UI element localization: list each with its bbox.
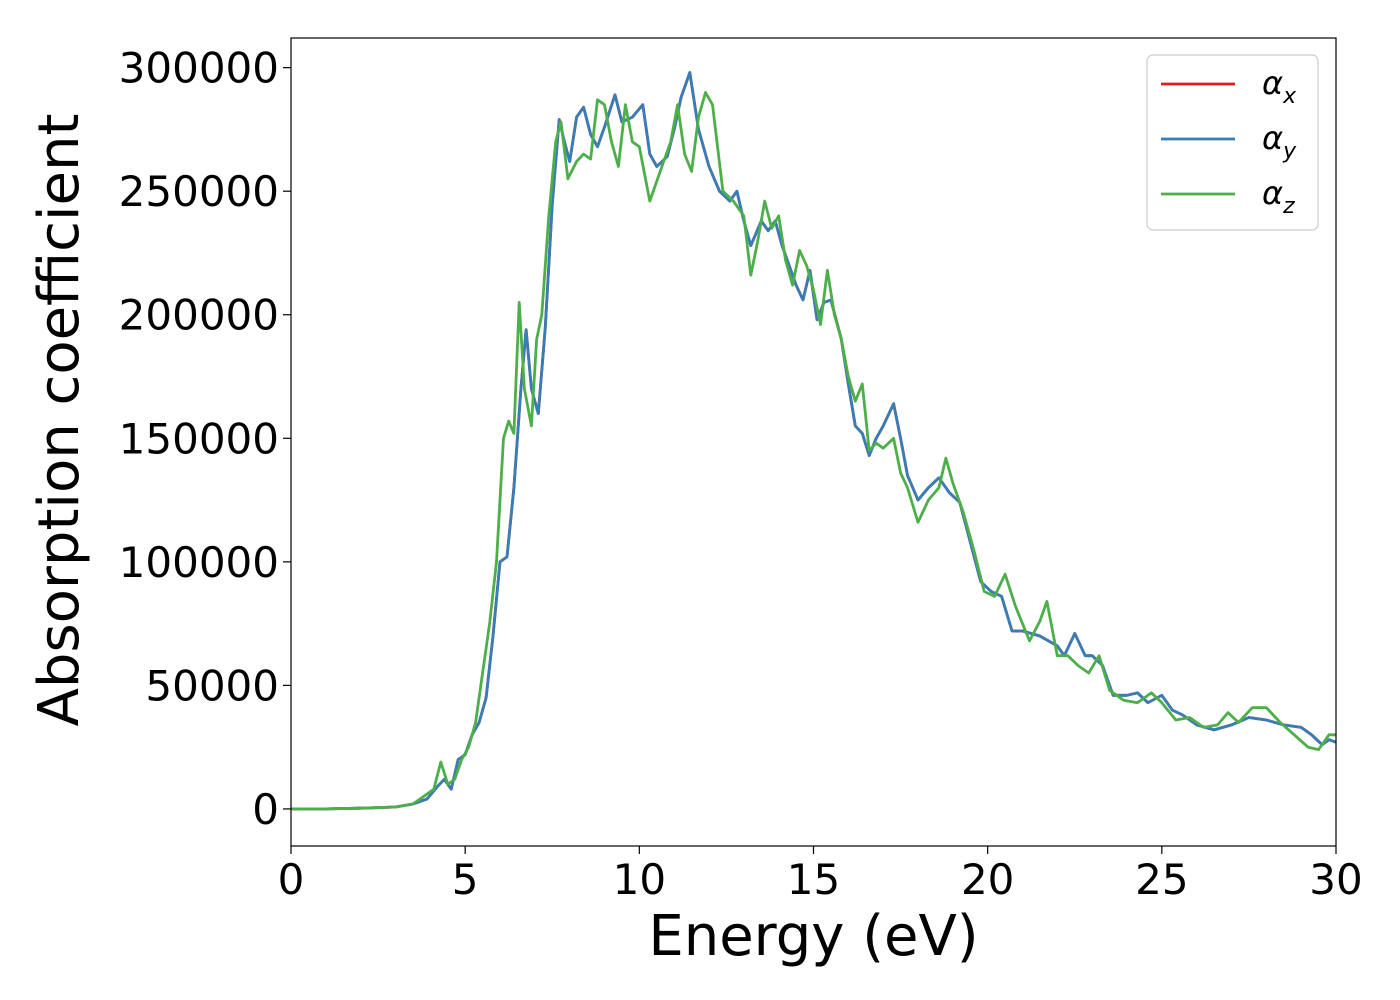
legend-box [1146, 54, 1319, 231]
y-tick-label: 250000 [119, 167, 279, 216]
y-tick-label: 200000 [119, 291, 279, 340]
y-tick-label: 300000 [119, 44, 279, 93]
y-axis-ticks: 0 50000 100000 150000 200000 250000 300000 [119, 44, 291, 834]
y-tick-label: 150000 [119, 414, 279, 463]
legend-label-z: αz [1262, 174, 1295, 219]
legend: αx αy αz [1146, 54, 1319, 231]
series-layer [291, 71, 1336, 811]
y-tick-label: 100000 [119, 538, 279, 587]
legend-label-y: αy [1262, 119, 1297, 164]
y-tick-label: 0 [252, 785, 279, 834]
x-tick-label: 5 [452, 855, 479, 904]
y-tick-label: 50000 [145, 661, 279, 710]
x-tick-label: 20 [961, 855, 1014, 904]
x-axis-title: Energy (eV) [648, 904, 978, 969]
x-tick-label: 0 [278, 855, 305, 904]
x-axis-ticks: 0 5 10 15 20 25 30 [278, 846, 1363, 904]
x-tick-label: 30 [1309, 855, 1362, 904]
legend-label-x: αx [1262, 64, 1297, 109]
y-axis-title: Absorption coefficient [27, 114, 92, 727]
x-tick-label: 10 [613, 855, 666, 904]
x-tick-label: 15 [787, 855, 840, 904]
x-tick-label: 25 [1135, 855, 1188, 904]
series-line-z [291, 91, 1336, 811]
